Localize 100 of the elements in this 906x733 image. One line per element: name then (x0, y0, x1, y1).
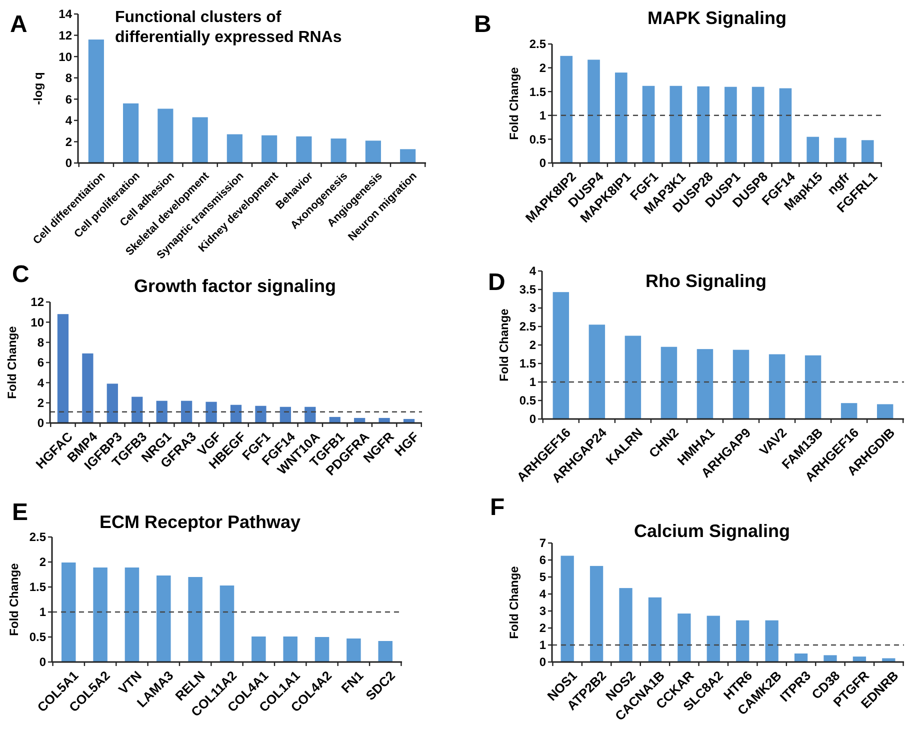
y-tick-label: 4 (539, 587, 546, 602)
y-tick-label: 1 (529, 375, 536, 390)
text: F (490, 494, 505, 521)
y-tick-label: 14 (58, 7, 72, 22)
bar (678, 614, 691, 662)
bar (724, 86, 737, 163)
bar (552, 292, 570, 419)
bar (614, 72, 628, 163)
bar (124, 568, 140, 662)
y-tick-label: 8 (65, 71, 72, 86)
bar (588, 324, 606, 419)
bar (283, 636, 298, 662)
bar (804, 355, 822, 419)
bar (779, 88, 792, 163)
bar (876, 404, 894, 419)
bar (624, 336, 642, 419)
bar (57, 314, 69, 423)
bar (181, 400, 192, 423)
bar (156, 576, 171, 662)
bar (378, 641, 392, 662)
bar (642, 86, 655, 163)
bar (768, 354, 786, 419)
y-tick-label: 3 (539, 604, 546, 618)
bar (62, 562, 76, 662)
text: A (10, 11, 28, 38)
y-tick-label: 2 (539, 61, 546, 75)
y-tick-label: 0 (65, 156, 72, 170)
bar (824, 655, 837, 662)
bar (156, 400, 168, 423)
bar (329, 416, 340, 423)
bar (262, 135, 278, 163)
y-tick-label: 3.5 (519, 282, 536, 297)
bar (255, 406, 266, 423)
bar (840, 403, 858, 419)
bar (226, 134, 242, 163)
bar (346, 638, 361, 662)
chart-title: MAPK Signaling (648, 8, 786, 28)
y-tick-label: 2 (529, 338, 536, 352)
y-tick-label: 10 (58, 50, 72, 64)
y-tick-label: 12 (30, 295, 44, 310)
bar (861, 140, 874, 163)
bar (378, 418, 390, 423)
y-axis-title: Fold Change (497, 308, 511, 382)
bar (158, 108, 174, 163)
x-tick-label: FN1 (338, 668, 366, 696)
y-tick-label: 0 (539, 655, 546, 670)
text: B (474, 11, 492, 38)
bar (560, 556, 574, 662)
bar (192, 117, 208, 163)
chart-title: Functional clusters of differentially expressed RNAs (115, 9, 342, 46)
chart-title: Calcium Signaling (634, 521, 790, 541)
bar (619, 588, 632, 662)
bar (560, 56, 573, 163)
y-tick-label: 7 (539, 536, 546, 550)
y-tick-label: 1 (539, 108, 546, 123)
y-tick-label: 6 (37, 356, 44, 370)
y-tick-label: 2.5 (519, 320, 536, 334)
bar (732, 350, 750, 419)
y-tick-label: 10 (30, 315, 44, 330)
chart-title: Growth factor signaling (134, 276, 336, 296)
bar (752, 86, 764, 163)
y-tick-label: 2.5 (29, 530, 46, 544)
y-tick-label: 6 (539, 553, 546, 568)
bar (590, 566, 604, 662)
y-tick-label: 0.5 (529, 132, 546, 146)
bar (588, 60, 600, 163)
bar (736, 620, 750, 662)
y-tick-label: 4 (529, 264, 536, 278)
y-tick-label: 2 (65, 134, 72, 149)
y-tick-label: 2.5 (529, 37, 546, 52)
bar (188, 577, 202, 662)
y-axis-title: Fold Change (507, 566, 521, 639)
y-tick-label: 5 (539, 570, 546, 584)
y-tick-label: 0 (539, 156, 546, 170)
y-tick-label: 1 (539, 638, 546, 652)
y-tick-label: 4 (65, 114, 72, 128)
chart-title: ECM Receptor Pathway (99, 512, 301, 532)
bar (794, 654, 808, 662)
bar (806, 136, 820, 163)
bar (82, 353, 94, 423)
y-tick-label: 0 (39, 655, 46, 670)
text: C (12, 261, 30, 288)
bar (400, 149, 416, 163)
y-tick-label: 0.5 (519, 394, 536, 408)
bar (834, 138, 846, 163)
bar (280, 406, 291, 423)
y-tick-label: 1.5 (29, 580, 46, 594)
bar (206, 402, 217, 423)
y-axis-title: Fold Change (507, 66, 521, 140)
y-tick-label: 6 (65, 92, 72, 106)
y-axis-title: -log q (31, 72, 45, 105)
bar (106, 384, 118, 423)
y-tick-label: 2 (37, 396, 44, 410)
y-tick-label: 1.5 (529, 84, 546, 99)
y-tick-label: 1 (39, 605, 46, 620)
bar (304, 406, 316, 423)
bar (365, 140, 381, 163)
y-tick-label: 2 (39, 555, 46, 570)
y-axis-title: Fold Change (7, 562, 21, 636)
y-tick-label: 1.5 (519, 356, 536, 371)
